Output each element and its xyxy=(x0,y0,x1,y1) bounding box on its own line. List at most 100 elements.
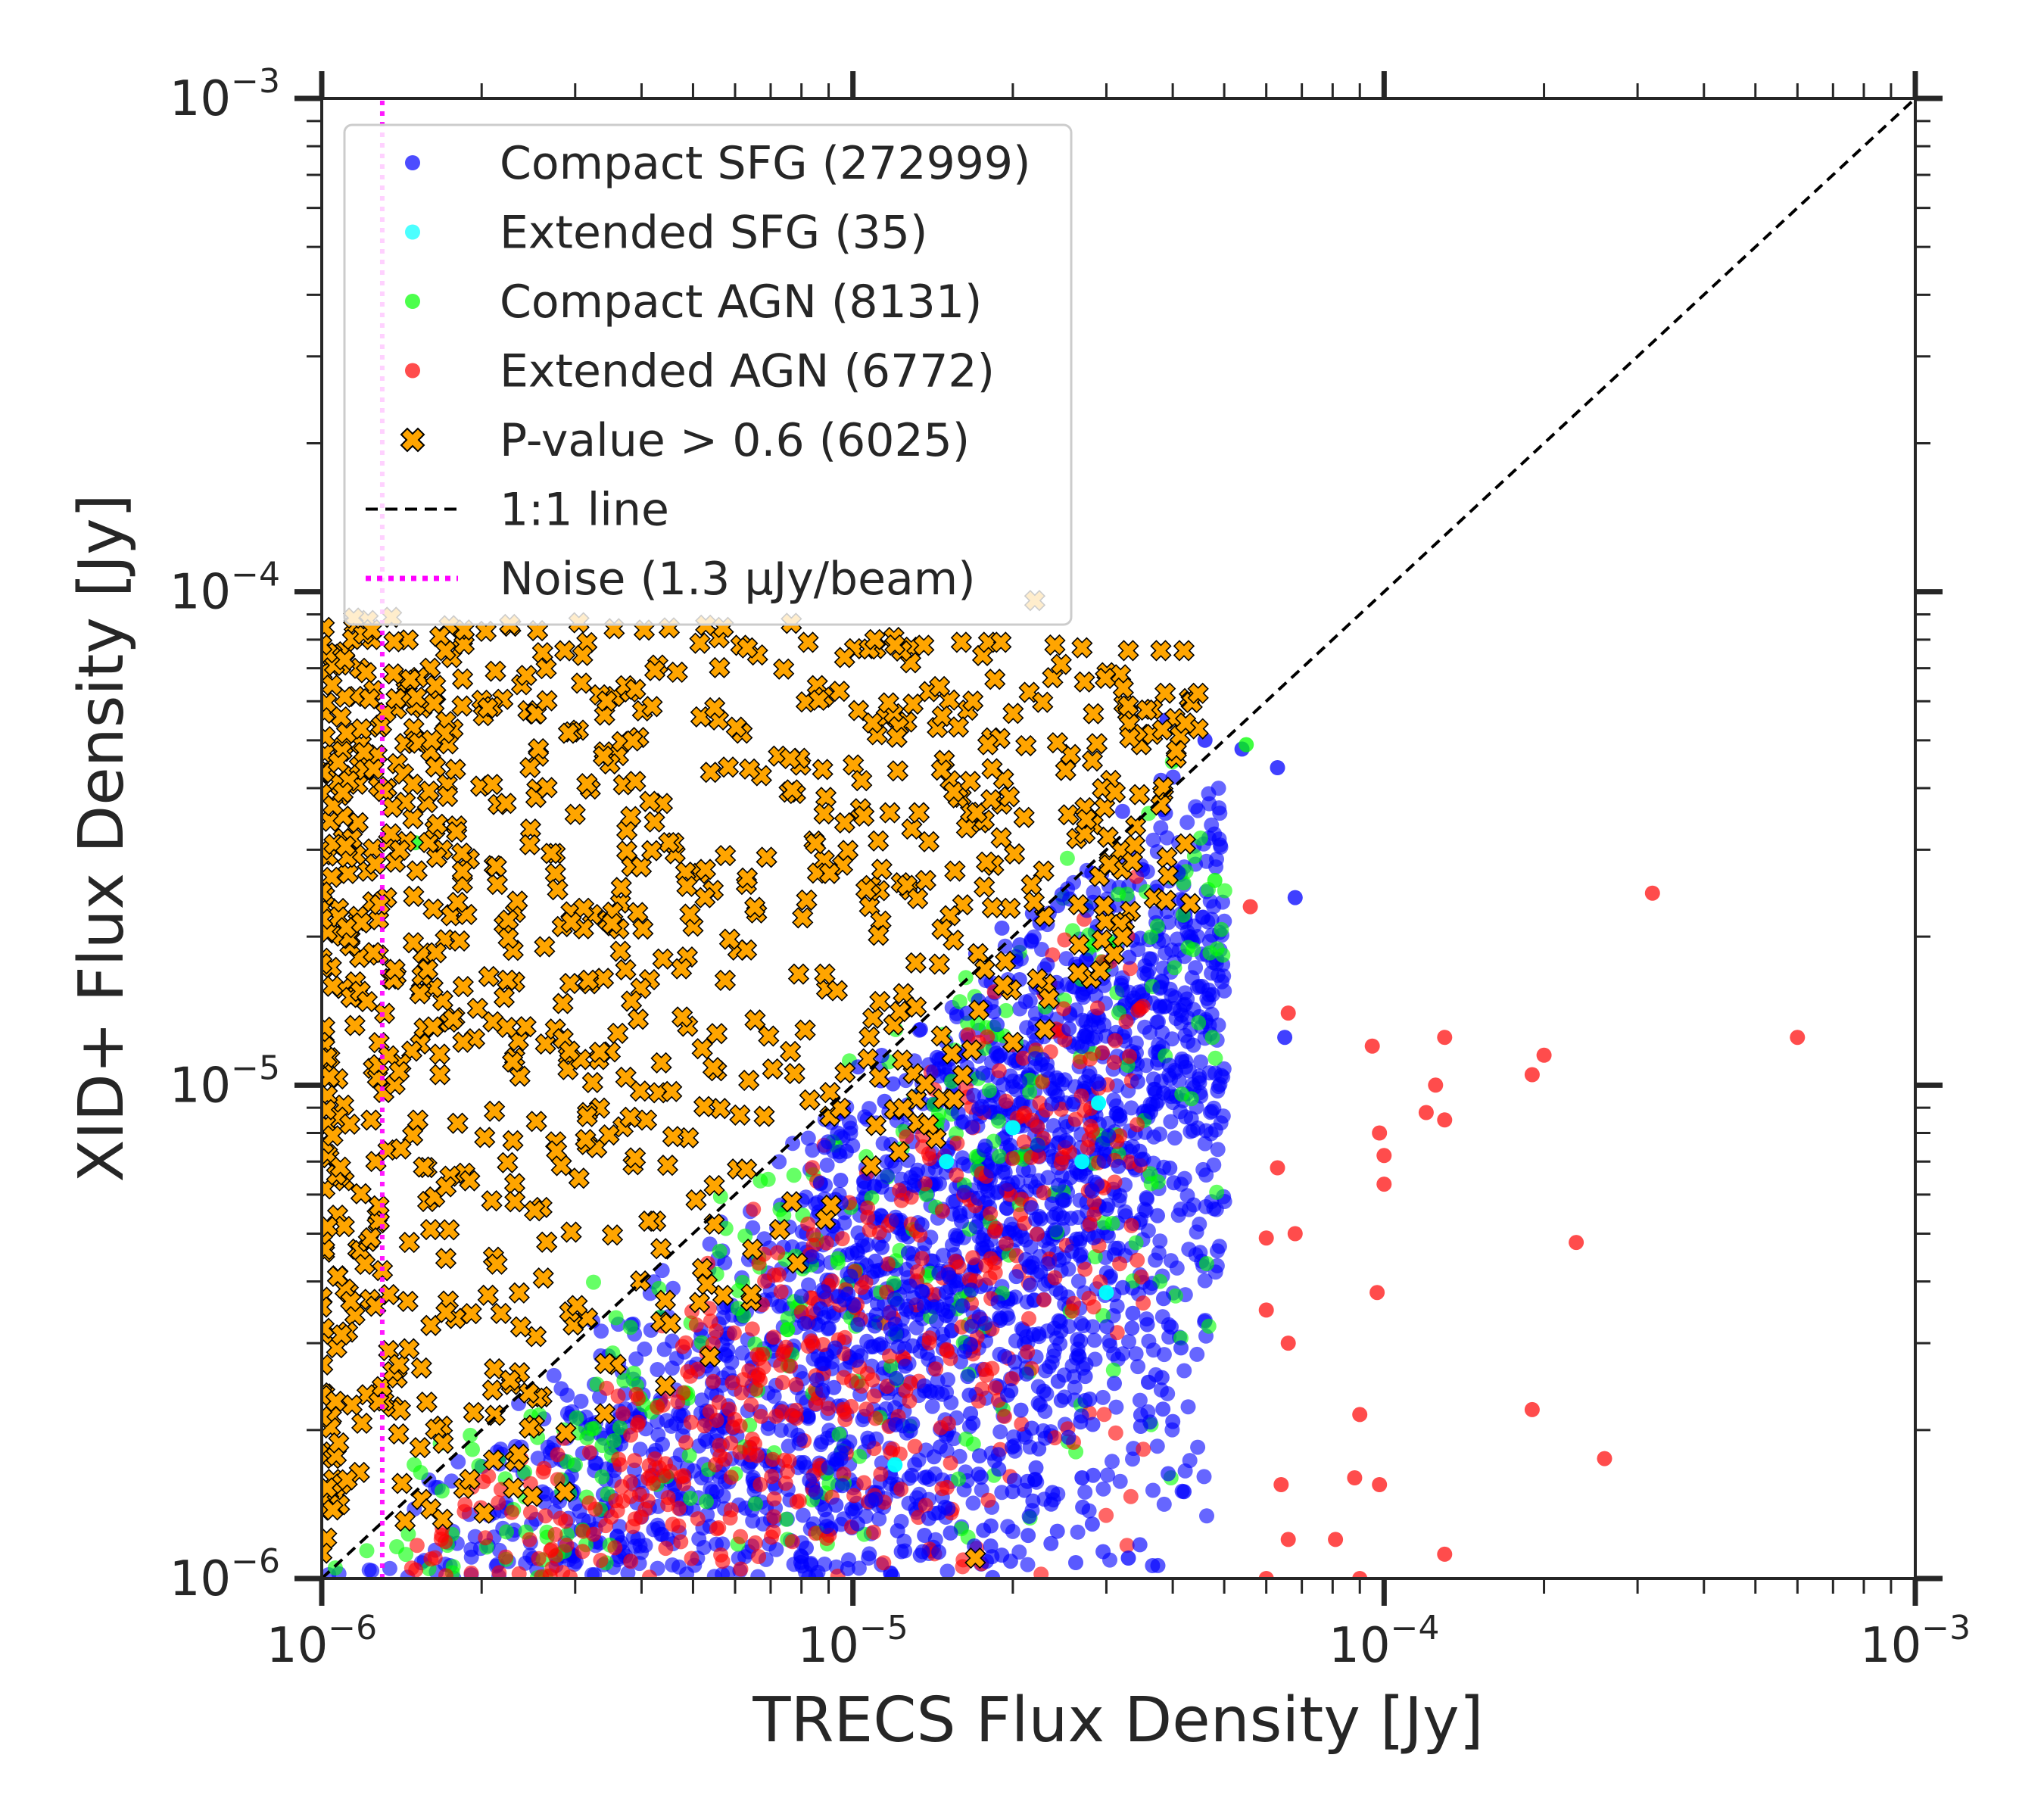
compact-sfg-point xyxy=(634,1544,650,1560)
compact-agn-point xyxy=(1204,1030,1220,1046)
compact-sfg-point xyxy=(1077,1484,1093,1500)
extended-agn-point xyxy=(1118,1014,1134,1030)
compact-sfg-point xyxy=(745,1513,761,1529)
compact-sfg-point xyxy=(817,1557,833,1572)
compact-sfg-point xyxy=(1052,1314,1068,1329)
extended-agn-outlier xyxy=(1352,1407,1368,1423)
pvalue-marker xyxy=(451,695,473,717)
extended-agn-point xyxy=(1033,1566,1049,1579)
pvalue-marker xyxy=(493,986,516,1008)
pvalue-marker xyxy=(737,637,759,659)
pvalue-marker xyxy=(902,693,924,715)
pvalue-marker xyxy=(601,912,623,935)
pvalue-marker xyxy=(572,644,594,666)
compact-sfg-point xyxy=(1006,1473,1022,1488)
compact-sfg-point xyxy=(1028,1211,1044,1227)
compact-sfg-point xyxy=(1155,1401,1171,1417)
extended-agn-point xyxy=(784,1534,800,1550)
pvalue-marker xyxy=(560,912,582,933)
extended-agn-outlier xyxy=(1258,1302,1274,1318)
extended-agn-point xyxy=(1136,1441,1151,1457)
pvalue-marker xyxy=(560,1221,582,1243)
extended-agn-point xyxy=(1080,1139,1095,1155)
compact-sfg-point xyxy=(889,1370,904,1386)
compact-sfg-point xyxy=(1082,1392,1098,1407)
extended-agn-point xyxy=(1057,932,1073,948)
compact-sfg-point xyxy=(1182,1453,1198,1469)
pvalue-marker xyxy=(407,1109,429,1131)
extended-agn-point xyxy=(818,1235,834,1251)
extended-agn-outlier xyxy=(1352,1571,1368,1579)
compact-agn-point xyxy=(1105,1362,1121,1378)
pvalue-marker xyxy=(330,1324,353,1346)
compact-sfg-point xyxy=(1000,1176,1016,1192)
extended-agn-point xyxy=(943,1455,958,1471)
extended-agn-point xyxy=(457,1497,473,1513)
extended-agn-point xyxy=(673,1469,689,1485)
compact-agn-point xyxy=(407,1457,422,1473)
compact-sfg-point xyxy=(793,1432,809,1448)
pvalue-marker xyxy=(459,1468,481,1491)
extended-agn-point xyxy=(800,1216,816,1232)
pvalue-marker xyxy=(360,1109,382,1131)
pvalue-marker xyxy=(688,1292,711,1314)
pvalue-marker xyxy=(738,758,761,780)
legend-marker xyxy=(405,224,420,240)
pvalue-marker xyxy=(503,1173,526,1195)
pvalue-marker xyxy=(632,918,654,940)
extended-agn-point xyxy=(805,1335,821,1351)
compact-sfg-point xyxy=(1033,1397,1048,1413)
extended-agn-point xyxy=(1005,1371,1020,1387)
compact-sfg-point xyxy=(971,1466,986,1482)
pvalue-marker xyxy=(508,1443,530,1466)
pvalue-marker xyxy=(355,662,378,684)
compact-sfg-point xyxy=(999,1201,1015,1217)
pvalue-marker xyxy=(891,1049,914,1071)
pvalue-marker xyxy=(322,1216,338,1238)
compact-sfg-point xyxy=(971,1190,986,1206)
extended-agn-point xyxy=(766,1329,782,1345)
pvalue-marker xyxy=(630,856,653,878)
compact-sfg-point xyxy=(914,1217,930,1233)
pvalue-marker xyxy=(566,1295,588,1317)
pvalue-marker xyxy=(519,818,542,840)
pvalue-marker xyxy=(446,821,468,843)
compact-sfg-point xyxy=(771,1154,787,1170)
extended-agn-point xyxy=(836,1466,852,1482)
extended-agn-point xyxy=(940,1416,956,1432)
compact-sfg-point xyxy=(1180,1033,1196,1049)
pvalue-marker xyxy=(351,718,372,740)
pvalue-marker xyxy=(418,780,440,803)
compact-sfg-point xyxy=(1145,832,1161,848)
pvalue-marker xyxy=(568,1167,590,1189)
compact-sfg-point xyxy=(1210,1142,1226,1158)
extended-agn-point xyxy=(788,1402,804,1418)
compact-sfg-point xyxy=(1084,1516,1100,1532)
compact-agn-point xyxy=(1059,850,1075,866)
pvalue-marker xyxy=(1117,695,1139,717)
pvalue-marker xyxy=(1055,759,1077,781)
extended-agn-point xyxy=(1095,1045,1110,1061)
pvalue-marker xyxy=(1150,794,1172,816)
compact-sfg-point xyxy=(1151,1245,1167,1261)
compact-sfg-point xyxy=(994,920,1010,936)
pvalue-marker xyxy=(322,1527,338,1549)
pvalue-marker xyxy=(981,896,1003,918)
pvalue-marker xyxy=(1023,891,1045,913)
compact-sfg-point xyxy=(849,1245,865,1261)
one-to-one-line xyxy=(322,98,1915,1579)
compact-sfg-point xyxy=(874,1179,890,1195)
compact-sfg-point xyxy=(1030,1137,1045,1153)
pvalue-marker xyxy=(1083,703,1105,725)
compact-sfg-point xyxy=(734,1345,750,1361)
compact-sfg-point xyxy=(1070,1524,1086,1540)
compact-sfg-point xyxy=(862,1101,877,1117)
pvalue-marker xyxy=(451,842,473,864)
extended-agn-point xyxy=(610,1388,626,1404)
compact-sfg-point xyxy=(1166,1175,1182,1191)
compact-sfg-point xyxy=(691,1531,707,1547)
extended-agn-point xyxy=(622,1474,638,1489)
compact-sfg-point xyxy=(991,1461,1007,1477)
pvalue-marker xyxy=(359,687,381,710)
compact-agn-point xyxy=(1022,1084,1038,1100)
